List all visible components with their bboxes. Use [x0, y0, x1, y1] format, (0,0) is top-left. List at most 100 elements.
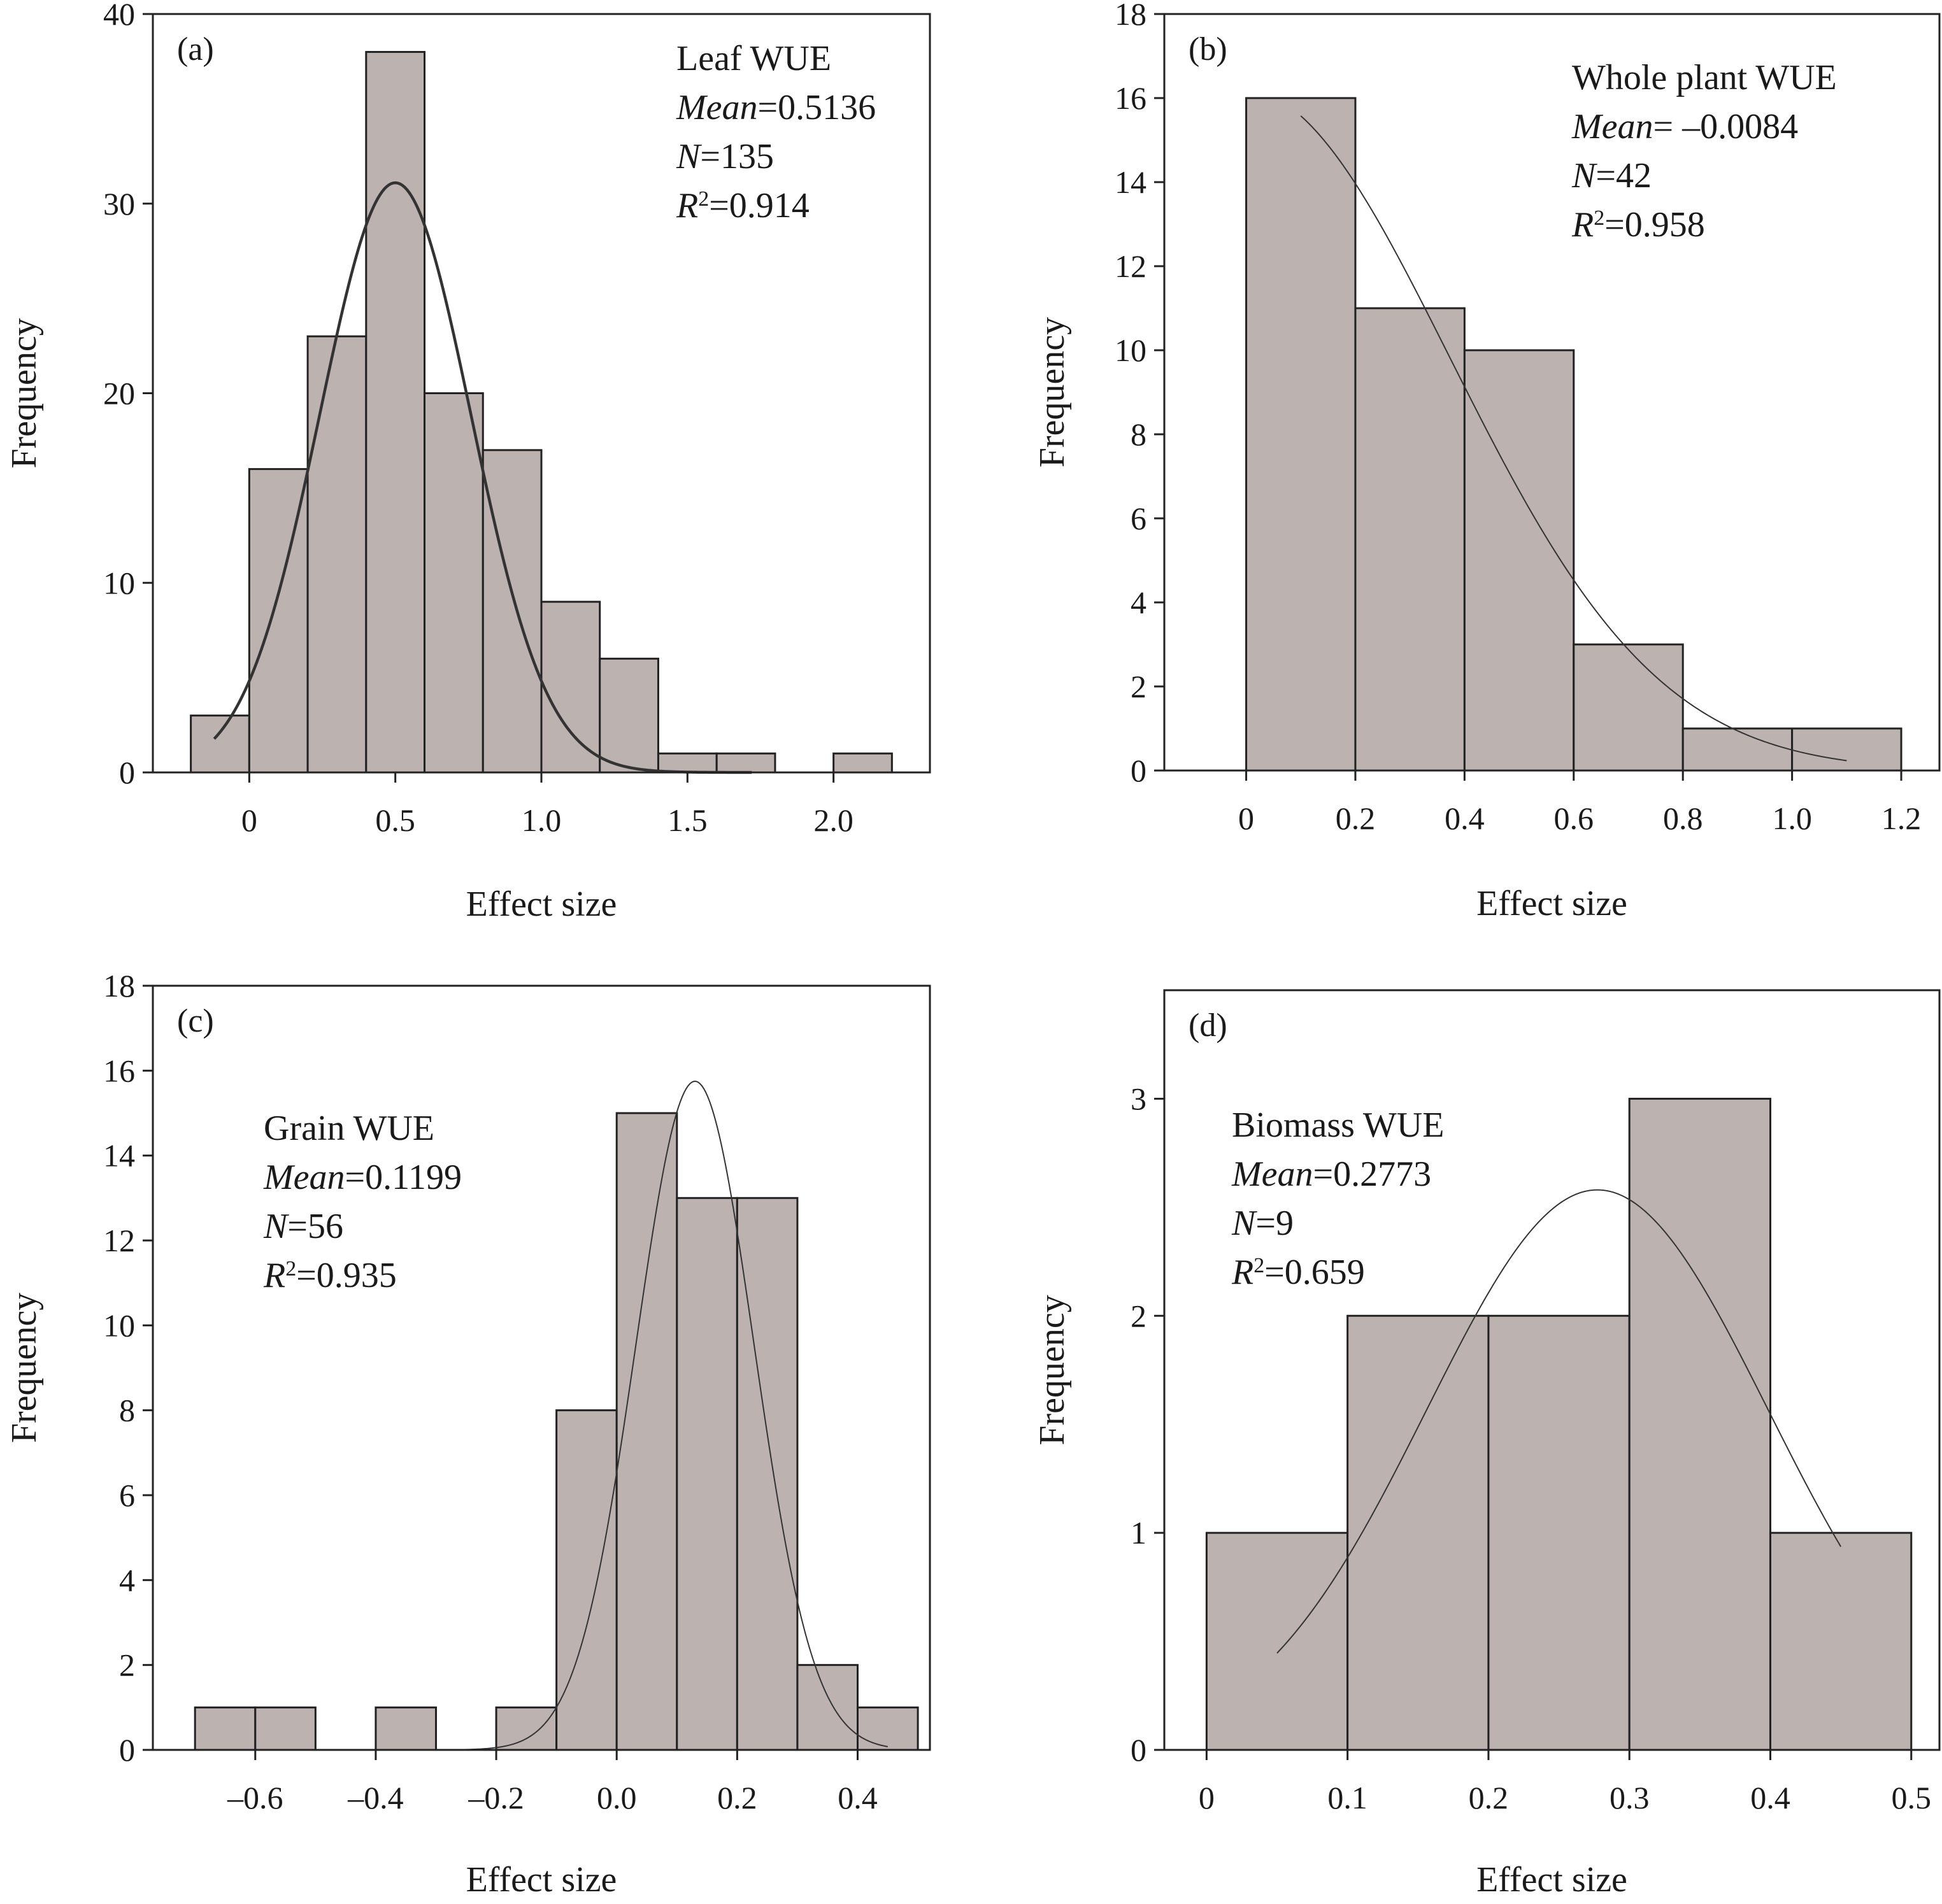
histogram-bar: [375, 1706, 437, 1751]
annotation-r-squared-part: R: [263, 1256, 285, 1295]
y-tick-label: 4: [1131, 585, 1146, 620]
annotation-r-squared-part: =0.659: [1264, 1253, 1365, 1292]
histogram-bar: [555, 1409, 618, 1751]
normal-fit-curve: [1300, 115, 1847, 762]
histogram-bar: [194, 1706, 257, 1751]
x-tick-label: 1.5: [668, 802, 708, 838]
annotation-series-name: Whole plant WUE: [1572, 58, 1837, 97]
annotation-mean-part: =0.1199: [345, 1158, 462, 1197]
histogram-bar: [832, 752, 893, 774]
x-tick-label: 0.0: [597, 1780, 637, 1815]
annotation-n-part: N: [1231, 1204, 1257, 1243]
y-tick-label: 6: [1131, 501, 1146, 536]
y-tick-label: 0: [1131, 1732, 1146, 1768]
y-tick-label: 10: [103, 565, 135, 600]
x-tick-label: 0.2: [1469, 1780, 1509, 1815]
annotation-series-name-part: Whole plant WUE: [1572, 58, 1837, 97]
x-tick-label: 1.0: [1772, 800, 1812, 836]
x-tick-label: 0.1: [1327, 1780, 1367, 1815]
annotation-mean-part: =0.5136: [758, 88, 876, 127]
y-tick-label: 0: [119, 755, 135, 790]
histogram-bar: [254, 1706, 317, 1751]
normal-fit-curve: [418, 1081, 888, 1751]
histogram-bar: [1791, 727, 1903, 772]
histogram-bar: [190, 714, 250, 774]
annotation-n: N=56: [263, 1207, 343, 1246]
annotation-r-squared-part: =0.914: [709, 186, 810, 225]
histogram-bar: [424, 392, 484, 774]
annotation-mean-part: Mean: [676, 88, 758, 127]
histogram-bar: [495, 1706, 558, 1751]
annotation-r-squared-part: =0.958: [1604, 205, 1705, 245]
histogram-bar: [1628, 1097, 1771, 1751]
annotation-mean-part: = –0.0084: [1653, 107, 1799, 146]
plot-frame: [1163, 989, 1941, 1751]
y-tick-label: 16: [1115, 80, 1146, 116]
x-tick-label: 1.2: [1881, 800, 1922, 836]
panel-label: (b): [1189, 31, 1227, 67]
y-tick-label: 10: [1115, 332, 1146, 368]
histogram-bar: [1487, 1314, 1631, 1751]
histogram-bar: [857, 1706, 919, 1751]
x-axis-title: Effect size: [466, 885, 617, 924]
y-tick-label: 2: [1131, 1298, 1146, 1333]
annotation-mean-part: =0.2773: [1313, 1154, 1432, 1194]
annotation-r-squared-part: 2: [285, 1257, 296, 1281]
annotation-r-squared-part: 2: [1253, 1254, 1264, 1277]
y-tick-label: 40: [103, 0, 135, 32]
annotation-n-part: N: [263, 1207, 289, 1246]
panel-label: (c): [177, 1003, 214, 1039]
histogram-bar: [540, 600, 601, 774]
histogram-bar: [1354, 307, 1466, 772]
histogram-panel-c: 0 2 4 6 8 10 12 14 16 18 –0.6 –0.4 –0.2 0.0 0.2 0.4 Effe…: [4, 968, 931, 1900]
annotation-n: N=42: [1571, 156, 1652, 195]
annotation-r-squared-part: 2: [698, 187, 709, 211]
annotation-r-squared-part: =0.935: [296, 1256, 397, 1295]
y-tick-label: 0: [1131, 753, 1146, 788]
annotation-series-name-part: Biomass WUE: [1232, 1105, 1444, 1145]
x-tick-label: 0: [241, 802, 257, 838]
x-tick-label: –0.6: [227, 1780, 283, 1815]
y-tick-label: 6: [119, 1477, 135, 1513]
histogram-bar: [676, 1197, 738, 1751]
x-tick-label: 1.0: [522, 802, 562, 838]
x-tick-label: 2.0: [813, 802, 853, 838]
annotation-n-part: =9: [1255, 1204, 1294, 1243]
annotation-series-name: Grain WUE: [264, 1109, 434, 1148]
histogram-bar: [599, 657, 659, 774]
annotation-series-name-part: Grain WUE: [264, 1109, 434, 1148]
annotation-n-part: N: [1571, 156, 1597, 195]
annotation-r-squared-part: R: [676, 186, 698, 225]
histogram-panel-a: 0 10 20 30 40 0 0.5 1.0 1.5 2.0 Effect size Frequen…: [4, 0, 931, 924]
x-tick-label: 0.5: [1891, 1780, 1931, 1815]
y-tick-label: 30: [103, 186, 135, 222]
histogram-bar: [1573, 643, 1684, 772]
histogram-bar: [657, 752, 718, 774]
annotation-n: N=9: [1231, 1204, 1294, 1243]
y-tick-label: 4: [119, 1562, 135, 1598]
annotation-n-part: N: [676, 137, 702, 176]
annotation-mean-part: Mean: [263, 1158, 345, 1197]
annotation-r-squared-part: 2: [1594, 206, 1604, 230]
annotation-r-squared: R2=0.958: [1571, 205, 1705, 245]
panel-label: (a): [177, 31, 214, 67]
y-tick-label: 8: [1131, 416, 1146, 452]
x-tick-label: –0.4: [347, 1780, 404, 1815]
annotation-mean-part: Mean: [1571, 107, 1653, 146]
histogram-bar: [1205, 1531, 1349, 1751]
histogram-bar: [1681, 727, 1794, 772]
y-axis-title: Frequency: [1032, 317, 1072, 467]
annotation-series-name-part: Leaf WUE: [676, 39, 831, 78]
y-tick-label: 14: [1115, 164, 1146, 200]
histogram-bar: [736, 1197, 799, 1751]
histogram-bar: [615, 1112, 678, 1751]
plot-frame: [1163, 13, 1941, 772]
histogram-panel-b: 0 2 4 6 8 10 12 14 16 18 0 0.2 0.4 0.6 0.8 1.0 1.2 Effect…: [1032, 0, 1941, 923]
annotation-mean: Mean=0.5136: [676, 88, 876, 127]
annotation-n-part: =56: [287, 1207, 343, 1246]
y-tick-label: 12: [103, 1223, 135, 1258]
histogram-bar: [1769, 1531, 1913, 1751]
histogram-bar: [365, 51, 426, 774]
annotation-r-squared-part: R: [1231, 1253, 1253, 1292]
